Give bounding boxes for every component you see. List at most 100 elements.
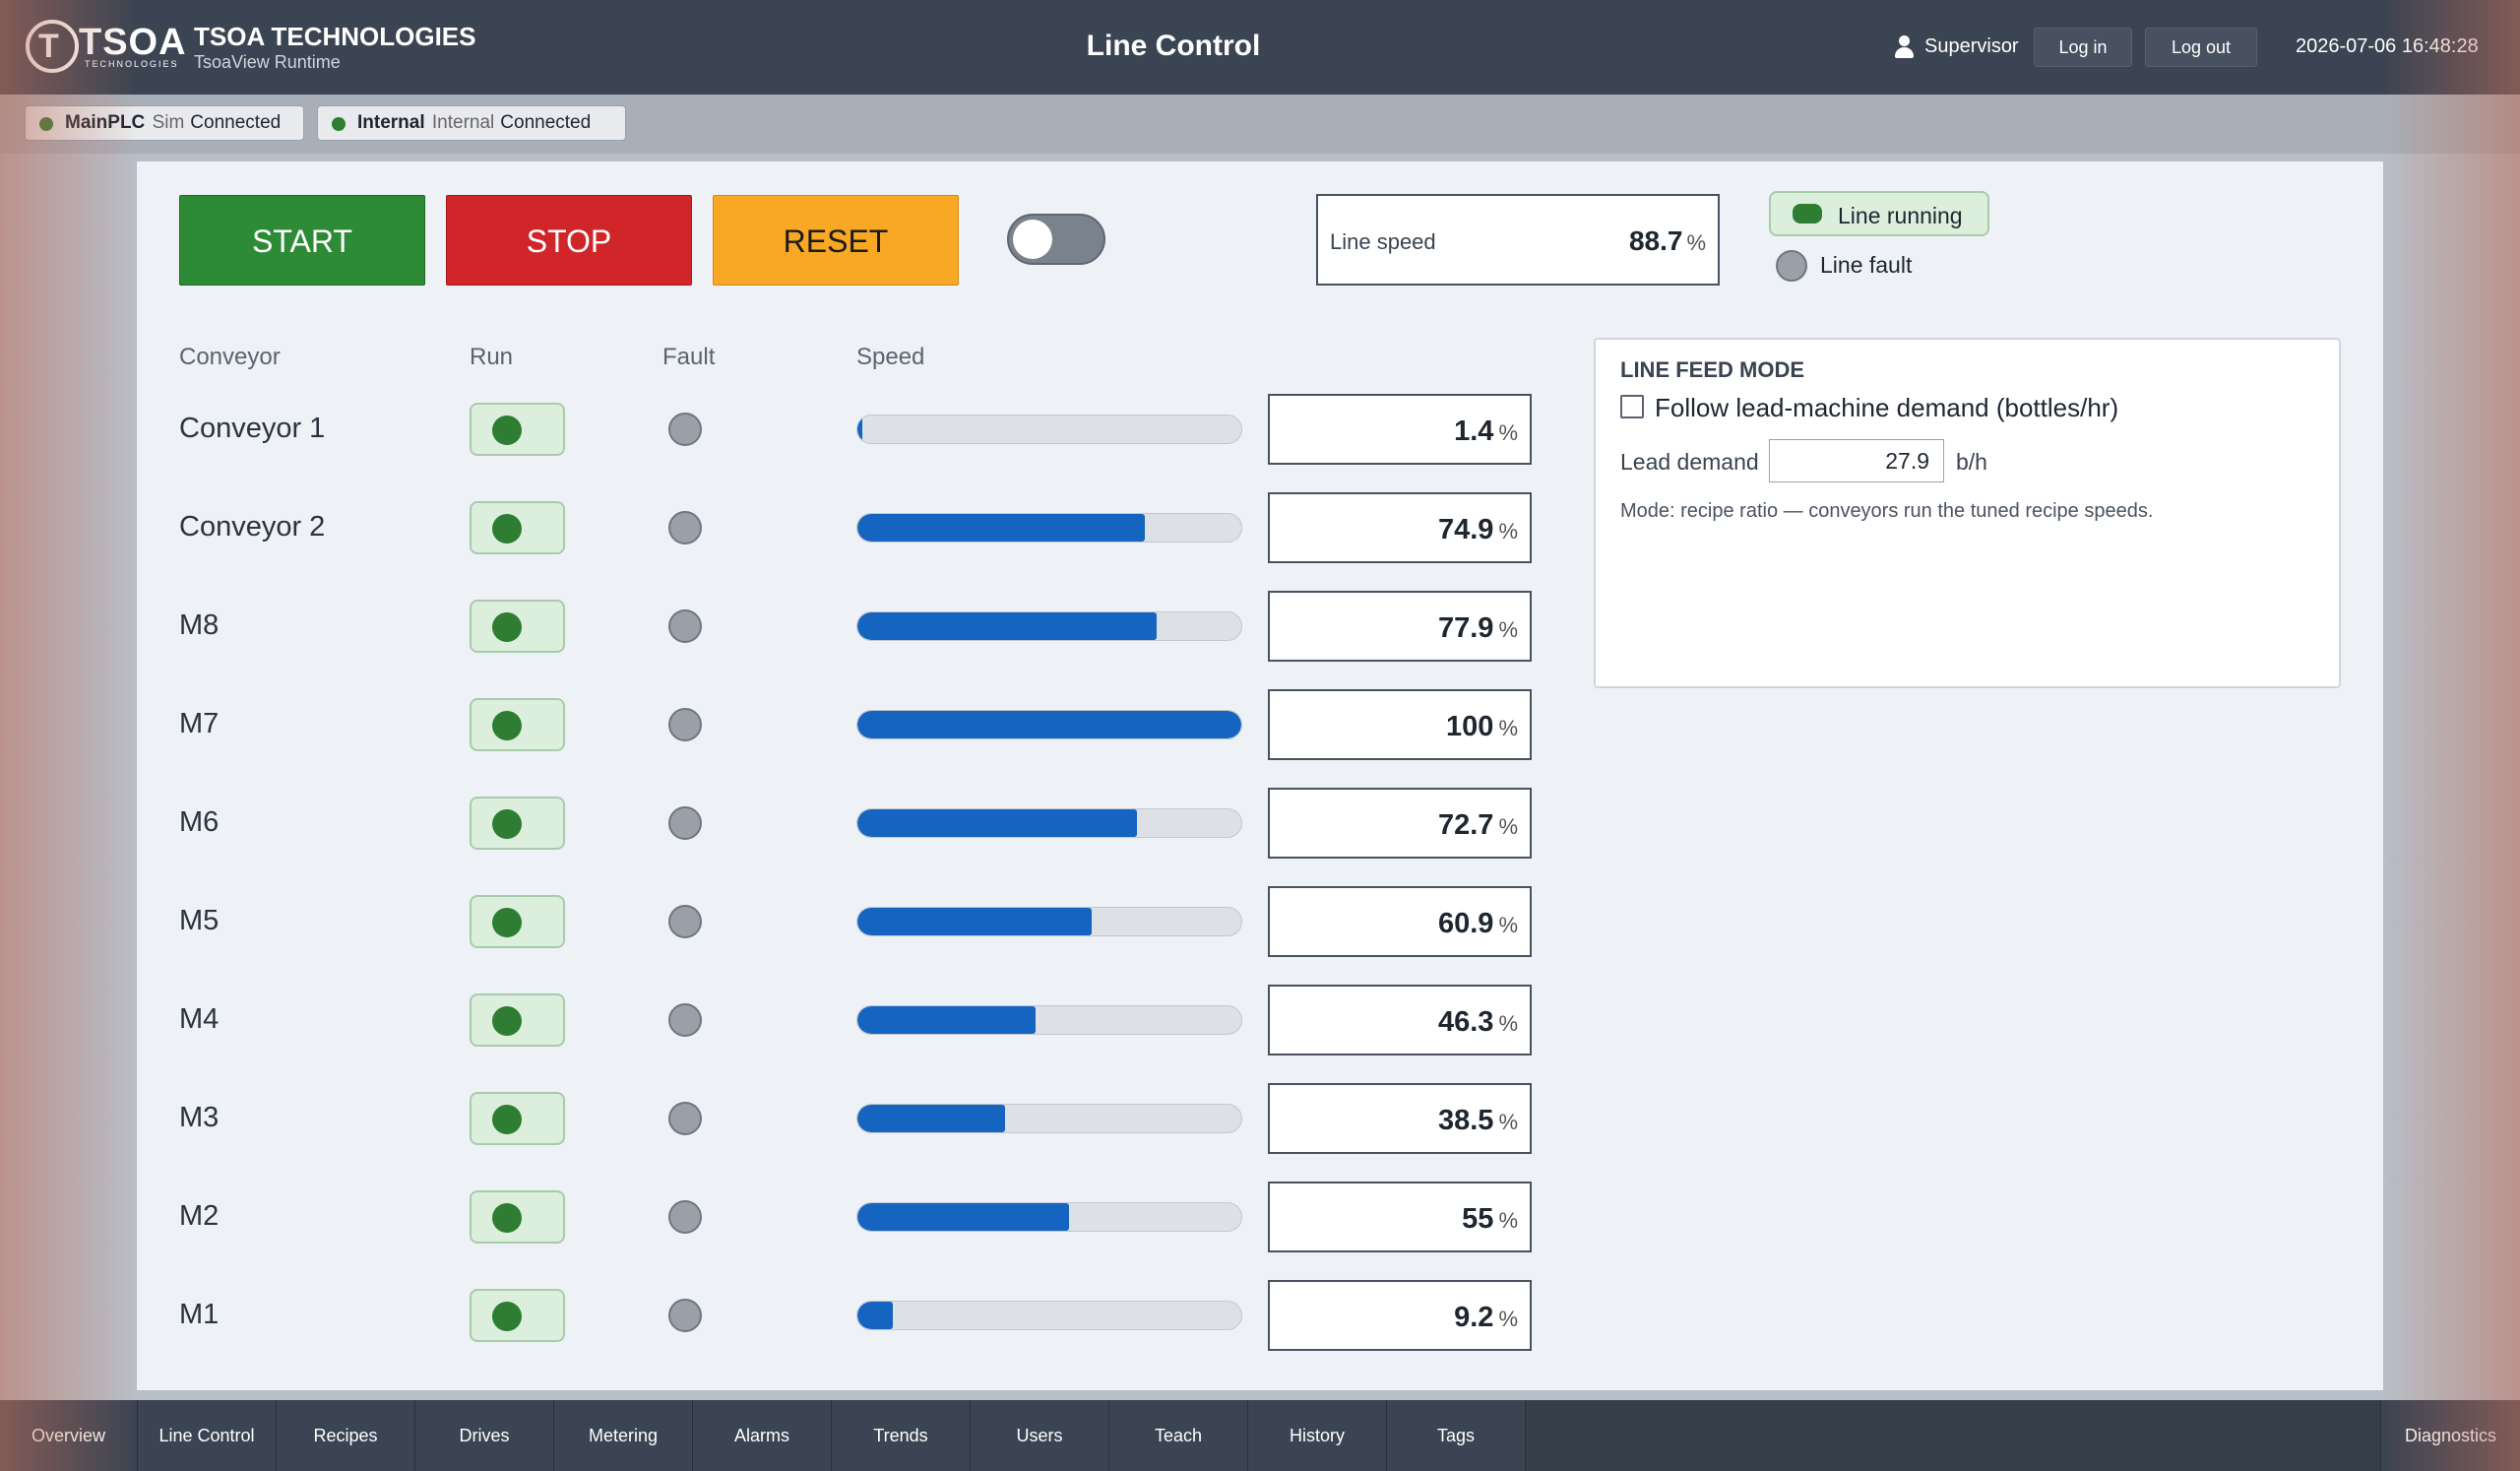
run-lamp-icon xyxy=(492,1203,522,1233)
speed-value-box: 77.9% xyxy=(1268,591,1532,662)
nav-item-history[interactable]: History xyxy=(1248,1400,1387,1471)
top-bar: T TSOA TECHNOLOGIES TSOA TECHNOLOGIES Ts… xyxy=(0,0,2520,95)
speed-value-box: 74.9% xyxy=(1268,492,1532,563)
line-running-label: Line running xyxy=(1838,203,1963,228)
logout-button[interactable]: Log out xyxy=(2145,28,2257,67)
nav-item-metering[interactable]: Metering xyxy=(554,1400,693,1471)
speed-value-box: 46.3% xyxy=(1268,985,1532,1055)
speed-value-box: 1.4% xyxy=(1268,394,1532,465)
nav-item-alarms[interactable]: Alarms xyxy=(693,1400,832,1471)
conveyor-name: M7 xyxy=(179,708,220,739)
run-indicator xyxy=(470,1092,565,1145)
start-button[interactable]: START xyxy=(179,195,425,286)
lead-demand-unit: b/h xyxy=(1956,449,1987,475)
running-lamp-icon xyxy=(1793,204,1822,224)
speed-value: 60.9% xyxy=(1437,908,1518,939)
fault-lamp-icon xyxy=(668,1200,702,1234)
nav-item-users[interactable]: Users xyxy=(971,1400,1109,1471)
fault-lamp-icon xyxy=(668,806,702,840)
conveyor-name: M6 xyxy=(179,806,220,838)
speed-value-box: 60.9% xyxy=(1268,886,1532,957)
nav-item-line-control[interactable]: Line Control xyxy=(138,1400,277,1471)
header-speed: Speed xyxy=(856,344,925,370)
fault-lamp-icon xyxy=(668,1299,702,1332)
speed-value-box: 9.2% xyxy=(1268,1280,1532,1351)
run-indicator xyxy=(470,895,565,948)
speed-value-box: 38.5% xyxy=(1268,1083,1532,1154)
speed-bar xyxy=(856,611,1242,641)
run-indicator xyxy=(470,698,565,751)
speed-bar xyxy=(856,415,1242,444)
speed-bar xyxy=(856,1301,1242,1330)
nav-item-recipes[interactable]: Recipes xyxy=(277,1400,415,1471)
mode-description: Mode: recipe ratio — conveyors run the t… xyxy=(1620,500,2154,522)
stop-button[interactable]: STOP xyxy=(446,195,692,286)
speed-bar-fill xyxy=(857,612,1157,640)
run-indicator xyxy=(470,993,565,1047)
run-indicator xyxy=(470,600,565,653)
fault-lamp-icon xyxy=(668,413,702,446)
lead-demand-input[interactable]: 27.9 xyxy=(1769,439,1944,482)
conveyor-name: M4 xyxy=(179,1003,220,1035)
follow-demand-label[interactable]: Follow lead-machine demand (bottles/hr) xyxy=(1655,393,2119,422)
nav-diagnostics[interactable]: Diagnostics xyxy=(2380,1400,2520,1471)
speed-bar-fill xyxy=(857,809,1137,837)
speed-bar-fill xyxy=(857,416,863,443)
feed-mode-title: LINE FEED MODE xyxy=(1620,357,1805,382)
speed-value-box: 55% xyxy=(1268,1182,1532,1252)
follow-demand-checkbox[interactable] xyxy=(1620,395,1644,418)
run-indicator xyxy=(470,1289,565,1342)
run-indicator xyxy=(470,501,565,554)
nav-item-teach[interactable]: Teach xyxy=(1109,1400,1248,1471)
conveyor-name: M3 xyxy=(179,1102,220,1133)
line-running-indicator: Line running xyxy=(1769,191,1989,236)
speed-bar xyxy=(856,710,1242,739)
speed-bar-fill xyxy=(857,514,1146,542)
line-speed-label: Line speed xyxy=(1330,229,1436,254)
nav-item-tags[interactable]: Tags xyxy=(1387,1400,1526,1471)
speed-value: 1.4% xyxy=(1454,416,1518,447)
speed-bar xyxy=(856,1005,1242,1035)
speed-value: 55% xyxy=(1462,1203,1518,1235)
run-lamp-icon xyxy=(492,711,522,740)
speed-bar xyxy=(856,808,1242,838)
speed-value-box: 72.7% xyxy=(1268,788,1532,859)
speed-bar xyxy=(856,1202,1242,1232)
run-indicator xyxy=(470,403,565,456)
toggle-knob xyxy=(1013,220,1052,259)
mode-toggle[interactable] xyxy=(1007,214,1105,265)
line-fault-label: Line fault xyxy=(1820,252,1913,278)
speed-bar xyxy=(856,1104,1242,1133)
header-run: Run xyxy=(470,344,514,370)
fault-lamp-icon xyxy=(668,609,702,643)
run-lamp-icon xyxy=(492,514,522,544)
speed-value: 74.9% xyxy=(1437,514,1518,545)
datetime: 2026-07-06 16:48:28 xyxy=(2296,35,2479,57)
speed-value-box: 100% xyxy=(1268,689,1532,760)
nav-item-drives[interactable]: Drives xyxy=(415,1400,554,1471)
connection-badge-internal: Internal Internal Connected xyxy=(317,105,626,141)
run-indicator xyxy=(470,797,565,850)
nav-item-overview[interactable]: Overview xyxy=(0,1400,138,1471)
run-lamp-icon xyxy=(492,416,522,445)
connection-status-icon xyxy=(332,117,346,131)
user-icon xyxy=(1894,35,1914,59)
speed-value: 46.3% xyxy=(1437,1006,1518,1038)
lead-demand-label: Lead demand xyxy=(1620,449,1759,475)
reset-button[interactable]: RESET xyxy=(713,195,959,286)
fault-lamp-icon xyxy=(668,1003,702,1037)
speed-value: 100% xyxy=(1446,711,1518,742)
fault-lamp-icon xyxy=(668,708,702,741)
line-speed-display: Line speed 88.7% xyxy=(1316,194,1720,286)
login-button[interactable]: Log in xyxy=(2034,28,2132,67)
speed-bar-fill xyxy=(857,1006,1036,1034)
nav-item-trends[interactable]: Trends xyxy=(832,1400,971,1471)
fault-lamp-icon xyxy=(668,905,702,938)
speed-value: 77.9% xyxy=(1437,612,1518,644)
connection-status-icon xyxy=(39,117,53,131)
header-fault: Fault xyxy=(662,344,716,370)
conveyor-name: M2 xyxy=(179,1200,220,1232)
conveyor-name: Conveyor 2 xyxy=(179,511,326,543)
speed-bar xyxy=(856,513,1242,543)
run-lamp-icon xyxy=(492,1105,522,1134)
